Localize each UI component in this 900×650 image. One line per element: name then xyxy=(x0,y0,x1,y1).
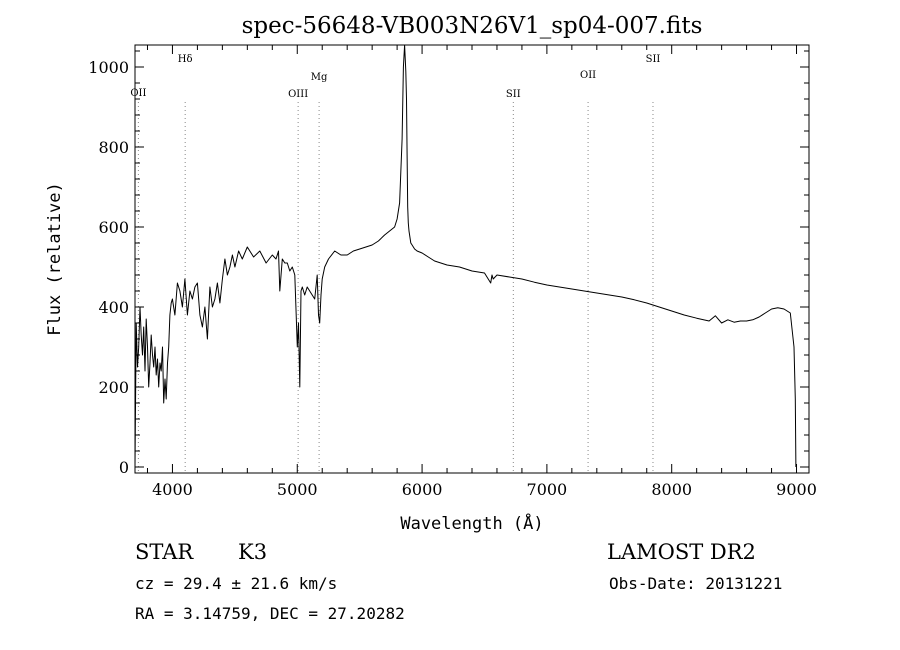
x-tick-label: 9000 xyxy=(776,480,817,499)
spectrum-line xyxy=(134,44,797,468)
y-tick-label: 200 xyxy=(98,378,129,397)
observation-date: Obs-Date: 20131221 xyxy=(609,574,782,593)
object-class: STAR xyxy=(135,540,194,564)
chart-title: spec-56648-VB003N26V1_sp04-007.fits xyxy=(242,13,703,39)
y-axis-tick-labels: 0 200 400 600 800 1000 xyxy=(88,58,129,477)
marker-label: OII xyxy=(130,88,146,99)
x-tick-label: 4000 xyxy=(152,480,193,499)
y-tick-label: 800 xyxy=(98,138,129,157)
x-axis-tick-labels: 4000 5000 6000 7000 8000 9000 xyxy=(152,480,817,499)
x-tick-label: 5000 xyxy=(277,480,318,499)
x-tick-label: 6000 xyxy=(402,480,443,499)
redshift-info: cz = 29.4 ± 21.6 km/s xyxy=(135,574,337,593)
y-axis-label: Flux (relative) xyxy=(45,182,65,336)
x-tick-label: 7000 xyxy=(527,480,568,499)
y-tick-label: 400 xyxy=(98,298,129,317)
object-subclass: K3 xyxy=(238,540,267,564)
marker-label: SII xyxy=(506,89,521,100)
coordinates: RA = 3.14759, DEC = 27.20282 xyxy=(135,604,405,623)
marker-label: SII xyxy=(646,54,661,65)
marker-label: OII xyxy=(580,70,596,81)
x-tick-label: 8000 xyxy=(651,480,692,499)
y-tick-label: 600 xyxy=(98,218,129,237)
x-axis-label: Wavelength (Å) xyxy=(400,512,543,534)
survey-name: LAMOST DR2 xyxy=(607,540,756,564)
marker-label: Hδ xyxy=(178,54,193,65)
x-axis-ticks xyxy=(146,45,798,473)
plot-frame xyxy=(134,44,810,474)
marker-label: OIII xyxy=(288,89,308,100)
emission-line-markers xyxy=(137,102,654,473)
marker-label: Mg xyxy=(311,72,328,83)
y-tick-label: 0 xyxy=(119,458,129,477)
y-axis-ticks xyxy=(135,50,809,468)
y-tick-label: 1000 xyxy=(88,58,129,77)
